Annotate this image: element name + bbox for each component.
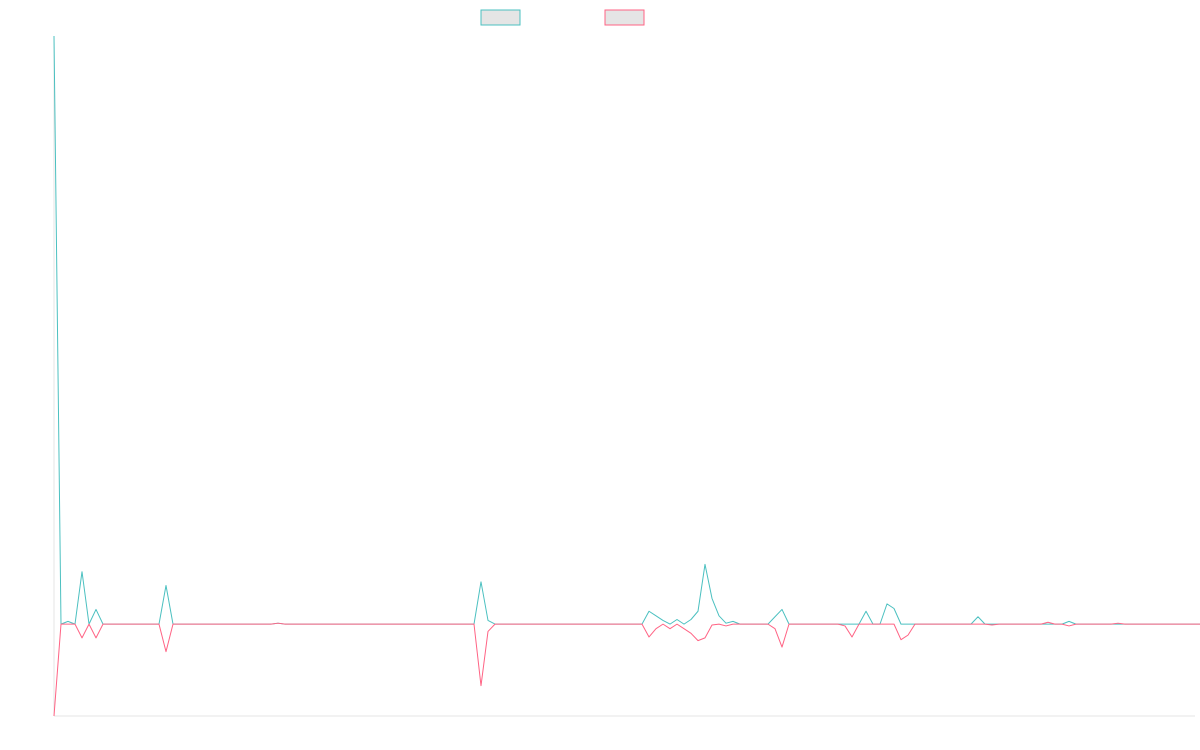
series-line-1	[53, 35, 1200, 625]
legend-item-1[interactable]	[480, 9, 521, 26]
legend-swatch-1	[480, 9, 521, 26]
legend-item-2[interactable]	[604, 9, 645, 26]
chart-axes	[53, 36, 1195, 717]
legend	[480, 9, 645, 26]
series-2	[53, 621, 1200, 717]
series-line-2	[53, 621, 1200, 717]
series-1	[53, 35, 1200, 625]
legend-swatch-2	[604, 9, 645, 26]
chart-series	[53, 35, 1200, 717]
